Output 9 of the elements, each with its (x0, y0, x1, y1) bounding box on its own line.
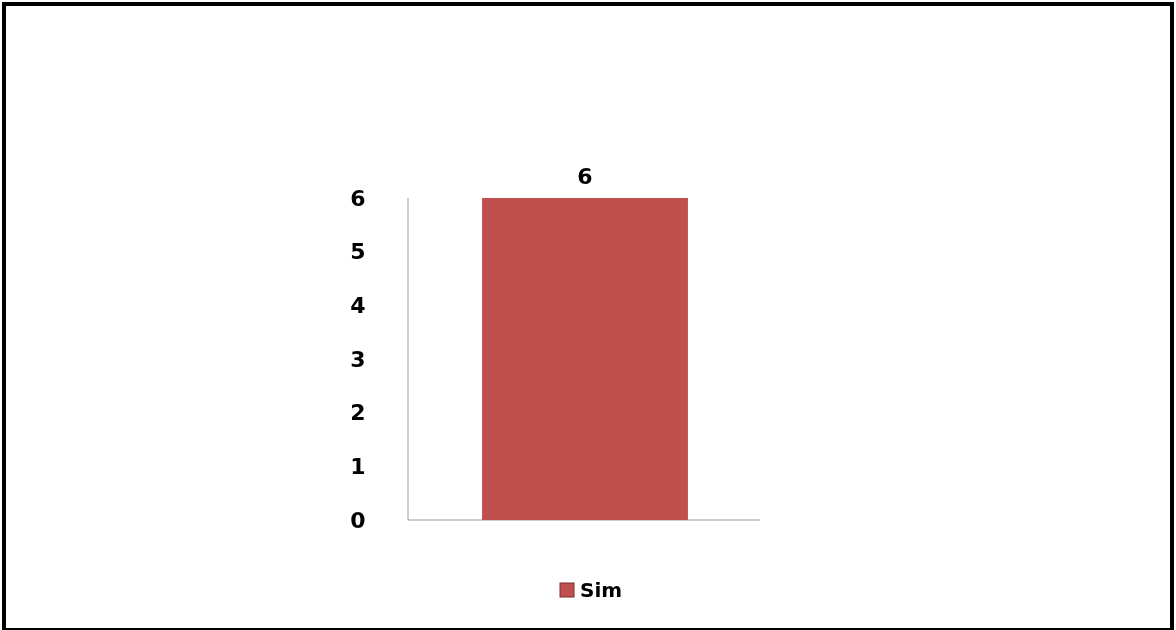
y-tick-label: 5 (350, 239, 366, 265)
text: Sim (580, 578, 623, 602)
y-tick-label: 3 (350, 346, 366, 372)
y-tick-label: 4 (350, 293, 366, 319)
y-tick-label: 6 (350, 185, 366, 211)
y-tick-label: 0 (350, 507, 366, 533)
y-tick-label: 1 (350, 454, 366, 480)
data-label: 6 (577, 164, 593, 189)
y-tick-label: 2 (350, 400, 366, 426)
